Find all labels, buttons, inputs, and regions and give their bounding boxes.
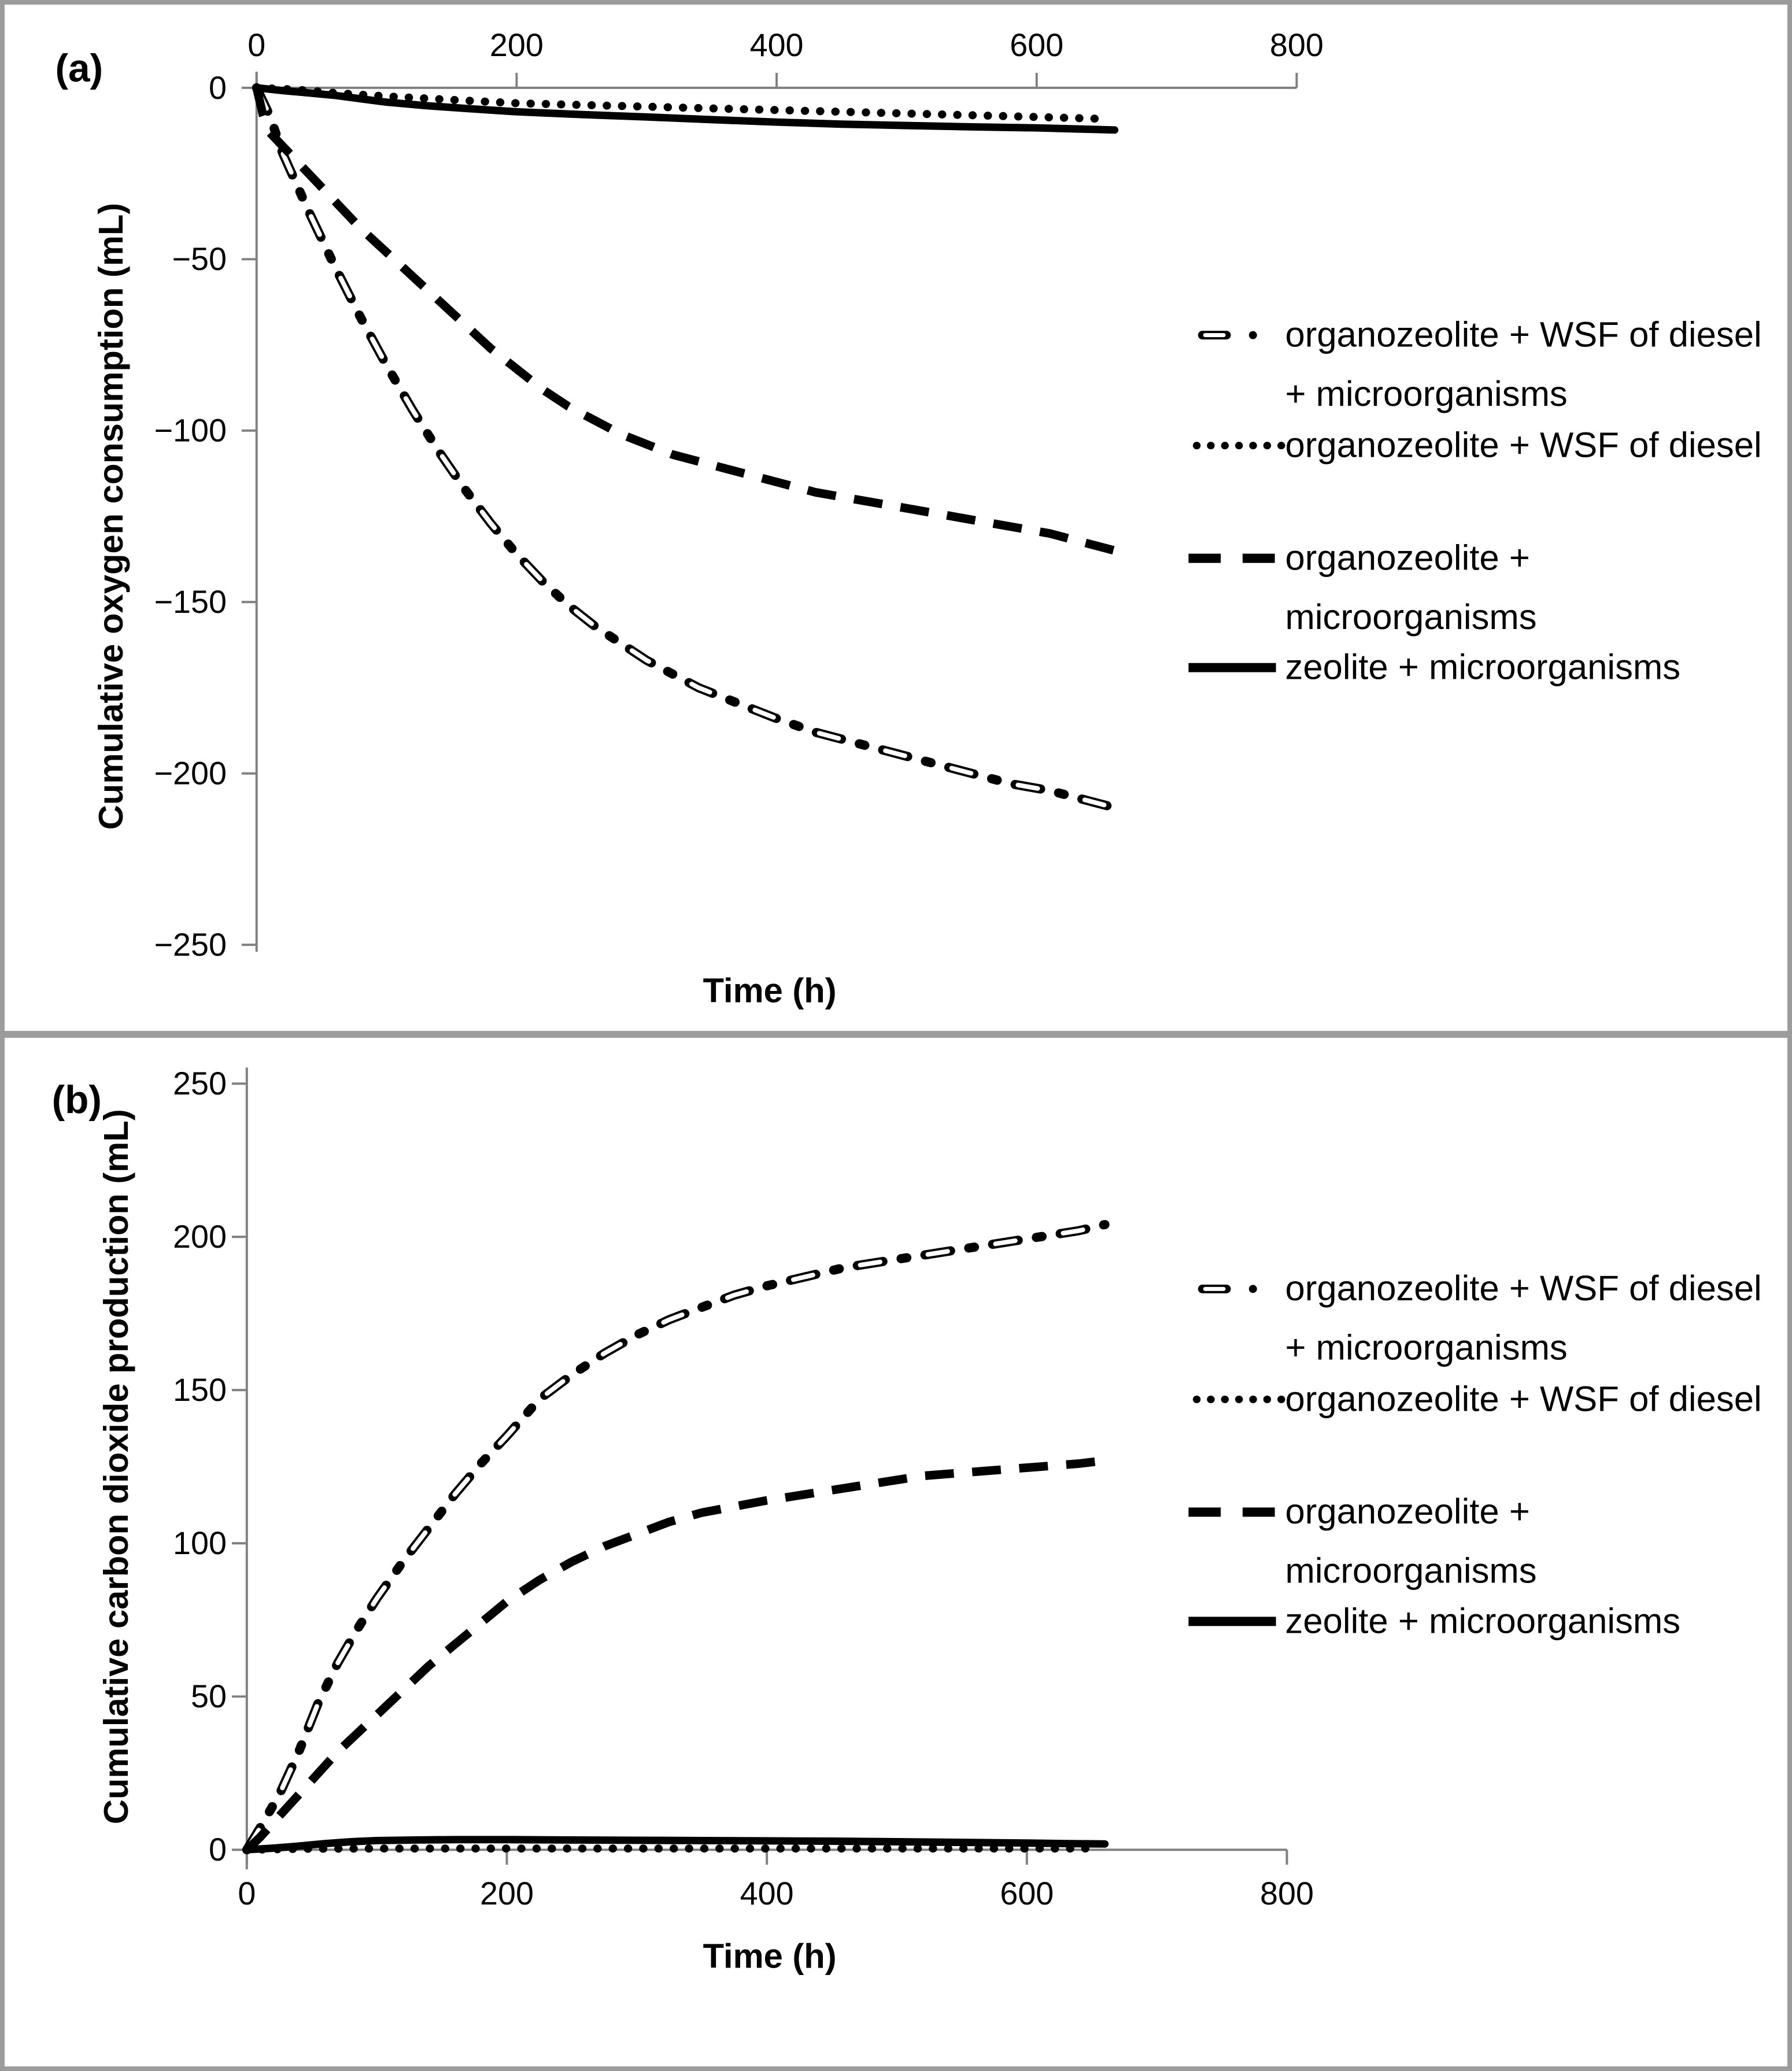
y-tick-label: −150: [154, 584, 227, 620]
legend-label: organozeolite + WSF of diesel: [1285, 1269, 1762, 1308]
legend-label: + microorganisms: [1285, 374, 1568, 414]
x-tick-label: 400: [740, 1876, 794, 1911]
legend-label: microorganisms: [1285, 597, 1537, 637]
legend-label: organozeolite + WSF of diesel: [1285, 315, 1762, 355]
panel-b-chart: (b) Cumulative carbon dioxide production…: [52, 1066, 1762, 1975]
series-b-0-line-core: [244, 1222, 1107, 1852]
panel-a-plot: 0 200 400 600 800 0 −50 −100 −150 −200 −250 organoz…: [154, 27, 1762, 963]
panel-a-chart: (a) Cumulative oxygen consumption (mL) T…: [56, 27, 1762, 1010]
y-tick-label: 0: [209, 1832, 227, 1867]
y-tick-label: 100: [173, 1525, 227, 1561]
x-tick-label: 600: [1000, 1876, 1054, 1911]
y-tick-label: 250: [173, 1066, 227, 1101]
legend-label: + microorganisms: [1285, 1328, 1568, 1368]
series-a-0-line-outline: [252, 83, 1119, 812]
x-tick-label: 0: [247, 27, 265, 63]
y-tick-label: −50: [172, 241, 227, 277]
legend-label: organozeolite +: [1285, 1492, 1530, 1532]
y-tick-label: 0: [209, 70, 227, 106]
x-tick-label: 400: [750, 27, 804, 63]
panel-a-x-axis-title: Time (h): [703, 971, 837, 1010]
y-tick-label: −200: [154, 756, 227, 792]
legend-label: organozeolite + WSF of diesel: [1285, 426, 1762, 465]
y-tick-label: −100: [154, 413, 227, 449]
series-a-2-line: [252, 87, 1116, 555]
x-tick-label: 0: [238, 1876, 256, 1911]
legend-label: zeolite + microorganisms: [1285, 648, 1681, 687]
x-tick-label: 800: [1270, 27, 1324, 63]
legend-label: organozeolite +: [1285, 538, 1530, 578]
panel-divider: [5, 1031, 1787, 1038]
panel-b-letter: (b): [52, 1078, 102, 1122]
legend-entry-b-0-sample-dot: [1248, 1285, 1257, 1293]
series-b-2-line: [243, 1456, 1106, 1853]
legend-entry-a-0-sample-dot: [1248, 331, 1257, 339]
series-a-3-line: [253, 84, 1119, 134]
series-b-1-line: [242, 1844, 1089, 1854]
legend-label: microorganisms: [1285, 1551, 1537, 1591]
x-tick-label: 800: [1260, 1876, 1314, 1911]
y-tick-label: 200: [173, 1219, 227, 1255]
legend-label: zeolite + microorganisms: [1285, 1601, 1681, 1641]
legend-label: organozeolite + WSF of diesel: [1285, 1379, 1762, 1419]
x-tick-label: 200: [490, 27, 544, 63]
x-tick-label: 600: [1010, 27, 1063, 63]
panel-a-y-axis-title: Cumulative oxygen consumption (mL): [91, 203, 130, 830]
series-b-3-line: [243, 1836, 1109, 1854]
panel-b-plot: 0 200 400 600 800 250 200 150 100 50 0 organozeolit…: [173, 1066, 1762, 1911]
y-tick-label: 50: [191, 1678, 227, 1714]
y-tick-label: 150: [173, 1372, 227, 1408]
panel-b-x-axis-title: Time (h): [703, 1936, 837, 1975]
panel-a-letter: (a): [56, 47, 104, 90]
x-tick-label: 200: [480, 1876, 534, 1911]
series-a-0-line-core: [254, 85, 1117, 810]
y-tick-label: −250: [154, 927, 227, 963]
panel-b-y-axis-title: Cumulative carbon dioxide production (mL…: [97, 1109, 135, 1824]
